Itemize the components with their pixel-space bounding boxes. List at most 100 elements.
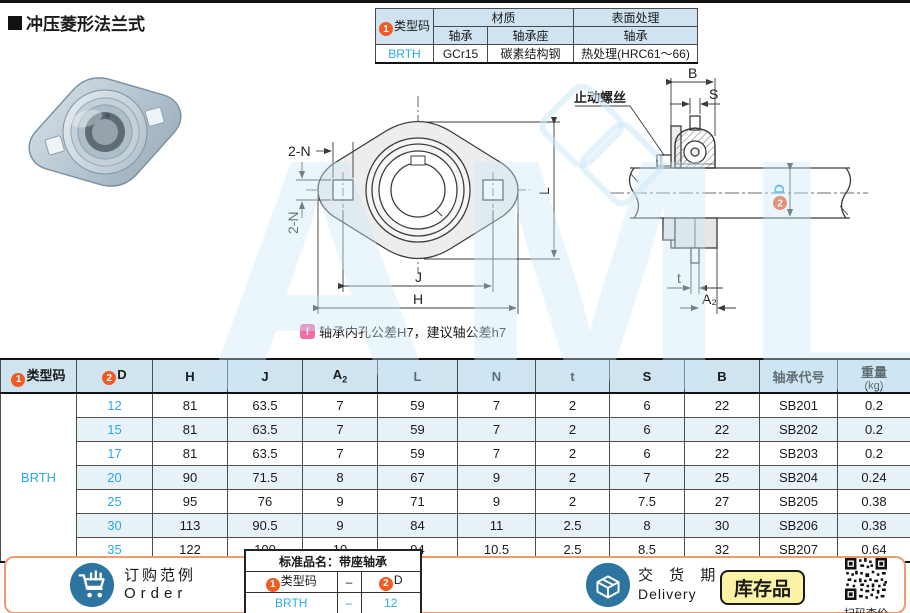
cell-b: 22 xyxy=(684,417,760,442)
order-example-code: BRTH xyxy=(244,592,338,613)
cell-d[interactable]: 20 xyxy=(76,465,153,490)
dim-label-b: B xyxy=(688,66,697,81)
cell-n: 9 xyxy=(457,489,536,514)
cell-s: 7 xyxy=(609,465,685,490)
cell-s: 6 xyxy=(609,441,685,466)
cell-t: 2 xyxy=(535,392,610,418)
cell-d[interactable]: 30 xyxy=(76,513,153,538)
delivery-box-icon xyxy=(585,562,631,608)
cell-j: 63.5 xyxy=(227,392,303,418)
badge-1-icon: 1 xyxy=(378,22,393,37)
spec-code-value[interactable]: BRTH xyxy=(375,44,434,64)
cell-j: 90.5 xyxy=(227,513,303,538)
cell-n: 11 xyxy=(457,513,536,538)
cell-n: 7 xyxy=(457,441,536,466)
dim-label-j: J xyxy=(415,269,422,285)
cell-s: 7.5 xyxy=(609,489,685,514)
cell-a2: 7 xyxy=(302,417,378,442)
cell-h: 90 xyxy=(152,465,228,490)
photo-shaft xyxy=(92,119,118,145)
dim-label-l: L xyxy=(536,187,552,195)
cell-b: 27 xyxy=(684,489,760,514)
cell-s: 6 xyxy=(609,392,685,418)
badge-1-icon: 1 xyxy=(11,372,26,387)
table-row: 15 81 63.5 7 59 7 2 6 22 SB202 0.2 xyxy=(1,417,910,442)
cell-l: 59 xyxy=(377,417,458,442)
qr-caption: 扫码查价 xyxy=(838,605,894,613)
cell-bearing-code: SB206 xyxy=(759,513,838,538)
cell-d[interactable]: 25 xyxy=(76,489,153,514)
header-bearing-code: 轴承代号 xyxy=(759,358,838,394)
cell-a2: 9 xyxy=(302,513,378,538)
order-example-dash: – xyxy=(336,592,362,613)
photo-setscrew-dot xyxy=(104,113,111,119)
badge-2-icon: 2 xyxy=(777,199,783,210)
cell-a2: 7 xyxy=(302,441,378,466)
cell-s: 8 xyxy=(609,513,685,538)
note-exclamation-icon: ! xyxy=(300,324,315,339)
main-table-body: BRTH 12 81 63.5 7 59 7 2 6 22 SB201 0.2 1… xyxy=(0,392,910,563)
spec-housing-col: 轴承座 xyxy=(487,26,574,45)
cell-bearing-code: SB203 xyxy=(759,441,838,466)
cell-b: 22 xyxy=(684,392,760,418)
order-label-cn: 订购范例 xyxy=(124,567,197,584)
tolerance-note-text: 轴承内孔公差H7，建议轴公差h7 xyxy=(319,325,507,340)
table-row: 25 95 76 9 71 9 2 7.5 27 SB205 0.38 xyxy=(1,489,910,514)
delivery-icon-wrap xyxy=(584,561,632,613)
cell-n: 7 xyxy=(457,417,536,442)
photo-mount-hole-left xyxy=(44,135,65,156)
badge-2-icon: 2 xyxy=(378,576,393,591)
order-label-en: Order xyxy=(124,585,188,602)
table-row: 20 90 71.5 8 67 9 2 7 25 SB204 0.24 xyxy=(1,465,910,490)
cell-n: 9 xyxy=(457,465,536,490)
delivery-label-en: Delivery xyxy=(638,586,697,602)
badge-1-icon: 1 xyxy=(265,577,280,592)
top-edge-strip xyxy=(0,0,910,3)
badge-2-icon: 2 xyxy=(102,371,117,386)
cell-l: 71 xyxy=(377,489,458,514)
order-dash-header: – xyxy=(336,571,362,593)
cell-h: 81 xyxy=(152,417,228,442)
front-view-drawing: 2-N 2-N J H L xyxy=(285,96,560,314)
cell-b: 22 xyxy=(684,441,760,466)
side-view-drawing: B S 止动螺丝 t A₂ 2 D xyxy=(574,66,868,314)
dim-label-s: S xyxy=(709,86,718,102)
cell-weight: 0.2 xyxy=(837,392,910,418)
cell-t: 2.5 xyxy=(535,513,610,538)
tolerance-note: ! 轴承内孔公差H7，建议轴公差h7 xyxy=(300,322,506,341)
cell-d[interactable]: 12 xyxy=(76,392,153,418)
flange-photo-group xyxy=(28,77,182,187)
cell-weight: 0.2 xyxy=(837,417,910,442)
cell-a2: 7 xyxy=(302,392,378,418)
cell-d[interactable]: 17 xyxy=(76,441,153,466)
photo-mount-hole-right xyxy=(144,106,165,127)
qr-block: 扫码查价 xyxy=(838,558,894,613)
cell-l: 67 xyxy=(377,465,458,490)
type-code-cell[interactable]: BRTH xyxy=(0,392,77,563)
standard-name-cell: 标准品名：带座轴承 xyxy=(244,549,422,572)
cell-j: 71.5 xyxy=(227,465,303,490)
product-photo xyxy=(28,77,182,187)
header-j: J xyxy=(227,358,303,394)
page-title: 冲压菱形法兰式 xyxy=(8,10,145,35)
header-type-code: 1 类型码 xyxy=(0,358,77,394)
header-s: S xyxy=(609,358,685,394)
delivery-label-cn: 交 货 期 xyxy=(638,567,722,584)
dim-label-h: H xyxy=(413,291,423,307)
cell-h: 81 xyxy=(152,392,228,418)
header-n: N xyxy=(457,358,536,394)
cell-bearing-code: SB201 xyxy=(759,392,838,418)
page-title-text: 冲压菱形法兰式 xyxy=(26,15,145,34)
spec-type-code-header: 1 类型码 xyxy=(375,8,434,45)
header-weight: 重量 (kg) xyxy=(837,358,910,394)
cell-t: 2 xyxy=(535,417,610,442)
cell-bearing-code: SB202 xyxy=(759,417,838,442)
cell-d[interactable]: 15 xyxy=(76,417,153,442)
cell-t: 2 xyxy=(535,489,610,514)
